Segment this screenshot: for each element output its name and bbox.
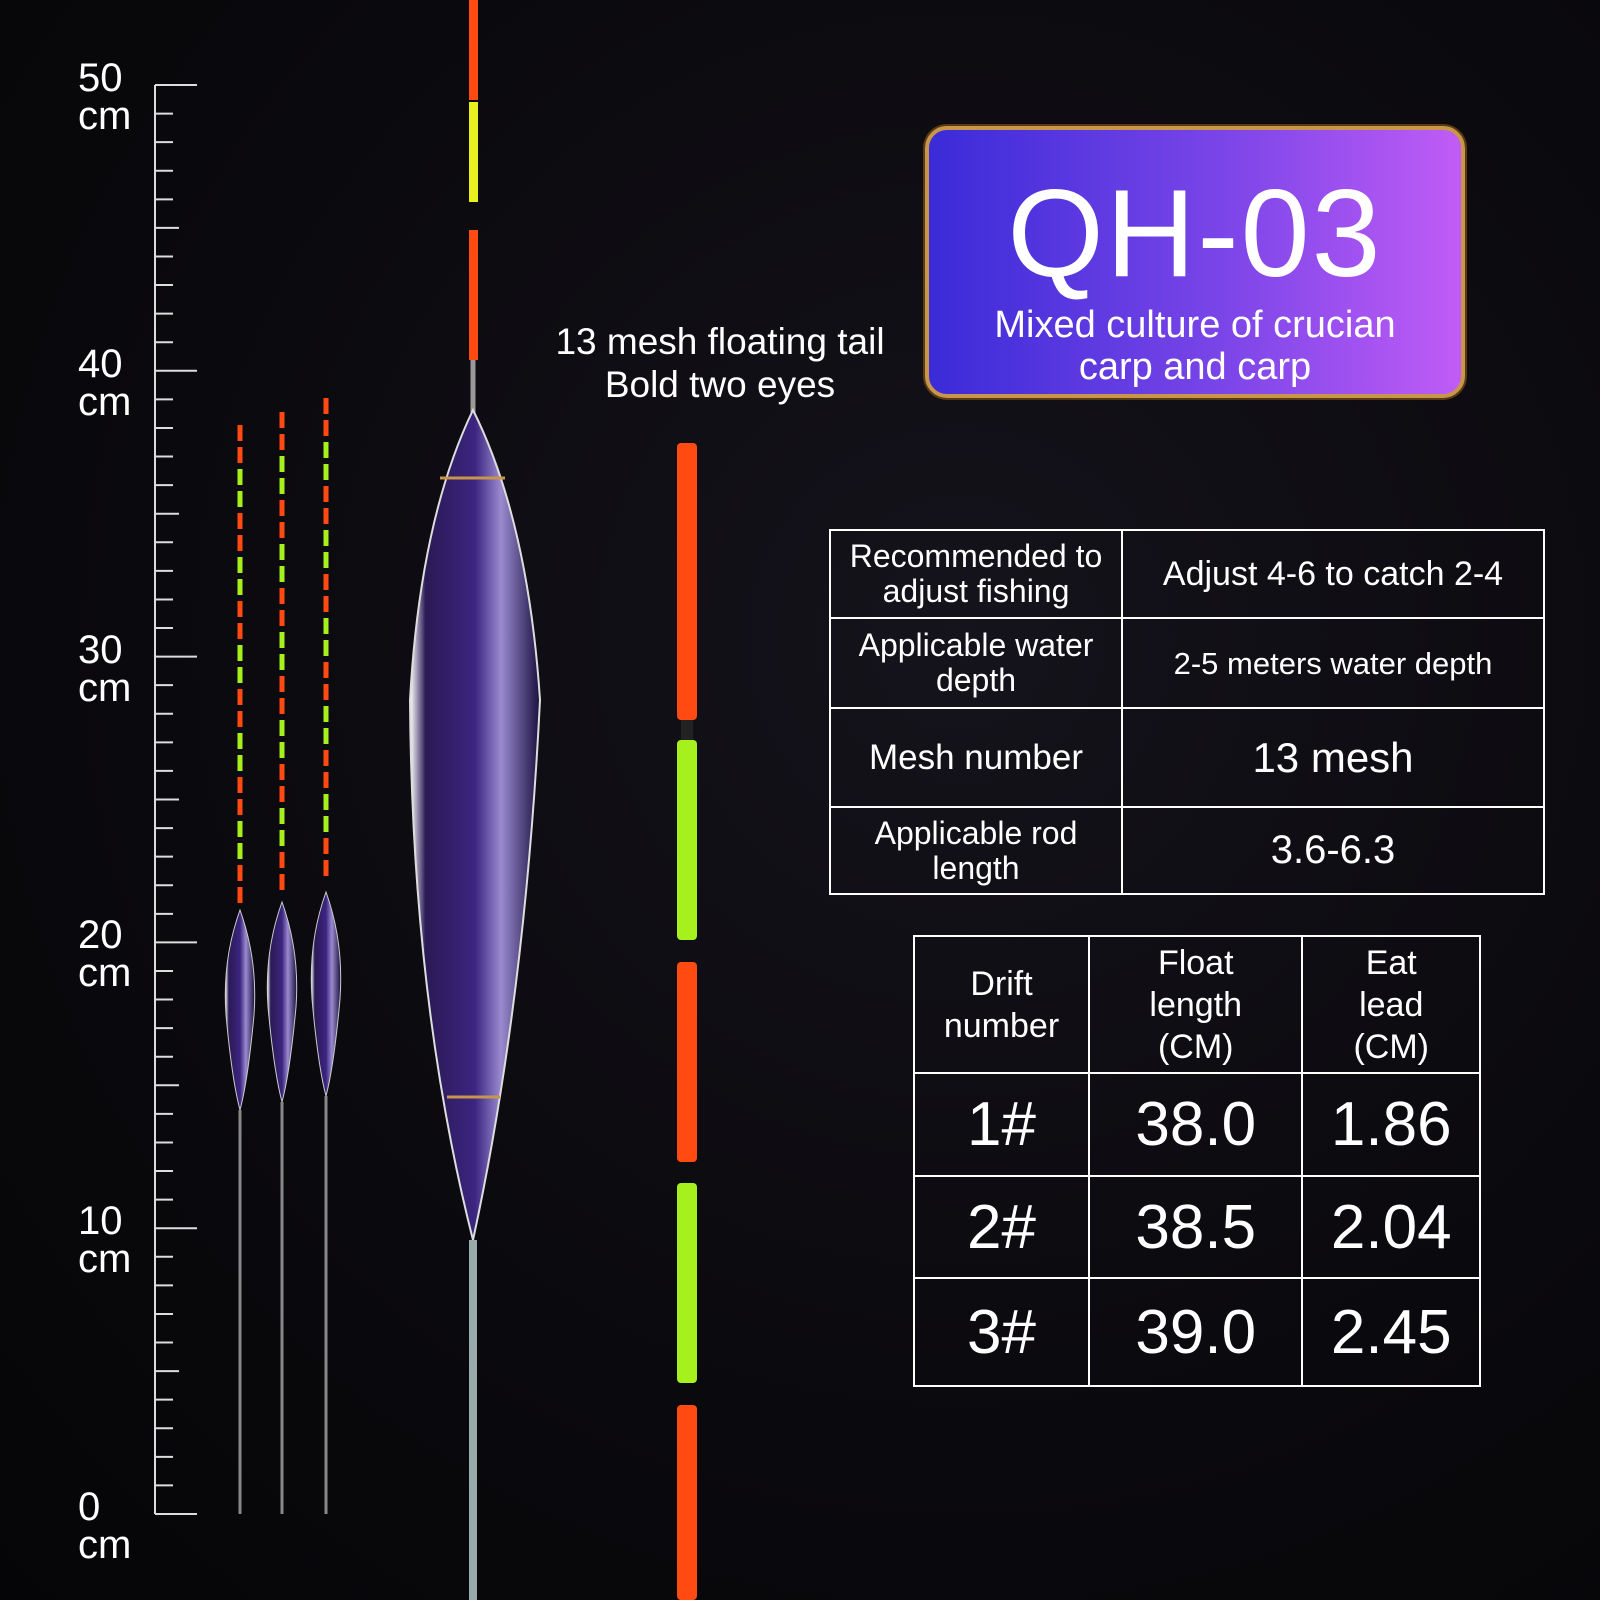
spec-label: Applicable rod length [829, 806, 1123, 895]
ruler-unit: cm [78, 665, 132, 710]
ruler-value: 40 [78, 341, 123, 386]
subtitle-line: Mixed culture of crucian [994, 304, 1396, 346]
cell: 1.86 [1301, 1072, 1481, 1177]
spec-label: Applicable water depth [829, 617, 1123, 709]
spec-value: 3.6-6.3 [1121, 806, 1545, 895]
spec-value: Adjust 4-6 to catch 2-4 [1121, 529, 1545, 619]
ruler [154, 84, 197, 1515]
subtitle-line: carp and carp [1078, 346, 1312, 388]
ruler-value: 50 [78, 56, 123, 100]
table-header-row: Drift number Float length (CM) Eat lead … [913, 935, 1481, 1074]
cell: 3# [913, 1277, 1090, 1387]
ruler-label: 40 cm [78, 341, 132, 424]
float-body [408, 407, 542, 1241]
caption-line: Bold two eyes [604, 364, 836, 405]
table-row: 1# 38.0 1.86 [913, 1072, 1481, 1177]
floats [224, 0, 542, 1600]
table-row: Recommended to adjust fishing Adjust 4-6 … [829, 529, 1545, 619]
table-row: Applicable rod length 3.6-6.3 [829, 806, 1545, 895]
float-tail-closeup [677, 443, 697, 1600]
tail-caption: 13 mesh floating tail Bold two eyes [520, 320, 920, 406]
ruler-unit: cm [78, 951, 132, 996]
tail-segment [677, 740, 697, 940]
ruler-value: 10 [78, 1199, 123, 1244]
tail-segment [469, 0, 478, 100]
table-row: Applicable water depth 2-5 meters water d… [829, 617, 1545, 709]
table-row: Mesh number 13 mesh [829, 707, 1545, 808]
tail-segment [677, 1183, 697, 1383]
ruler-label: 0 cm [78, 1485, 132, 1567]
spec-value: 13 mesh [1121, 707, 1545, 808]
cell: 2.04 [1301, 1175, 1481, 1279]
ruler-unit: cm [78, 379, 132, 424]
spec-label: Mesh number [829, 707, 1123, 808]
caption-line: 13 mesh floating tail [555, 321, 885, 362]
ruler-unit: cm [78, 1237, 132, 1282]
spec-value: 2-5 meters water depth [1121, 617, 1545, 709]
ruler-label: 20 cm [78, 913, 132, 996]
column-header: Drift number [913, 935, 1090, 1074]
tail-segment [677, 443, 697, 720]
tail-segment [677, 962, 697, 1162]
float-body [310, 890, 342, 1098]
column-header: Float length (CM) [1087, 935, 1304, 1074]
float-body [224, 908, 256, 1112]
ruler-unit: cm [78, 1523, 132, 1567]
float-body [266, 900, 298, 1104]
ruler-unit: cm [78, 94, 132, 138]
cell: 38.0 [1087, 1072, 1304, 1177]
ruler-value: 30 [78, 627, 123, 672]
column-header: Eat lead (CM) [1301, 935, 1481, 1074]
tail-segment [469, 102, 478, 202]
cell: 1# [913, 1072, 1090, 1177]
table-row: 2# 38.5 2.04 [913, 1175, 1481, 1279]
sizes-table: Drift number Float length (CM) Eat lead … [913, 935, 1481, 1387]
ruler-value: 0 [78, 1485, 101, 1529]
ruler-label: 30 cm [78, 627, 132, 710]
specs-table: Recommended to adjust fishing Adjust 4-6 … [829, 529, 1545, 895]
cell: 2.45 [1301, 1277, 1481, 1387]
table-row: 3# 39.0 2.45 [913, 1277, 1481, 1387]
model-title: QH-03 [1007, 165, 1383, 303]
cell: 39.0 [1087, 1277, 1304, 1387]
spec-label: Recommended to adjust fishing [829, 529, 1123, 619]
model-subtitle: Mixed culture of crucian carp and carp [929, 304, 1461, 388]
cell: 38.5 [1087, 1175, 1304, 1279]
tail-segment [469, 230, 478, 360]
tail-divider [681, 720, 693, 740]
cell: 2# [913, 1175, 1090, 1279]
ruler-label: 10 cm [78, 1199, 132, 1282]
tail-segment [677, 1405, 697, 1600]
model-badge: QH-03 Mixed culture of crucian carp and … [925, 126, 1465, 398]
ruler-value: 20 [78, 913, 123, 958]
ruler-label: 50 cm [78, 56, 132, 138]
